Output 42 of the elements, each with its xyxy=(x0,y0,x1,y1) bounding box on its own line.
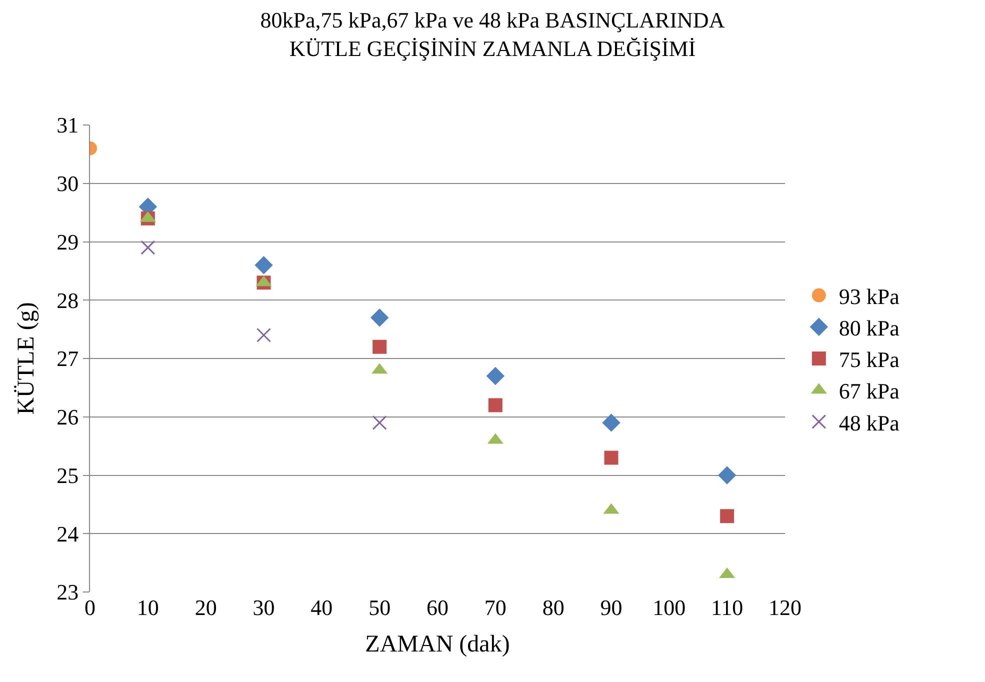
point xyxy=(486,366,505,386)
x-tick-label: 80 xyxy=(542,595,564,620)
x-tick-label: 40 xyxy=(310,595,333,620)
point xyxy=(372,340,387,354)
y-tick-label: 29 xyxy=(56,229,79,254)
y-axis-title: KÜTLE (g) xyxy=(14,302,40,415)
legend-label: 67 kPa xyxy=(838,378,900,404)
point xyxy=(256,328,271,342)
legend-label: 93 kPa xyxy=(838,284,900,309)
legend-label: 80 kPa xyxy=(838,315,900,340)
x-tick-label: 110 xyxy=(710,595,744,620)
y-tick-label: 23 xyxy=(56,580,79,605)
chart-title: 80kPa,75 kPa,67 kPa ve 48 kPa BASINÇLARINDA KÜTLE GEÇİŞİNİN ZAMANLA DEĞİŞİMİ xyxy=(260,7,725,61)
y-tick-label: 26 xyxy=(56,404,79,430)
y-tick-label: 31 xyxy=(56,112,79,138)
y-tick-label: 27 xyxy=(56,346,79,372)
x-tick-label: 90 xyxy=(600,595,622,620)
x-axis-title: ZAMAN (dak) xyxy=(365,631,510,658)
legend-label: 48 kPa xyxy=(838,410,900,436)
point xyxy=(488,398,502,412)
point xyxy=(720,509,734,524)
point xyxy=(140,240,156,255)
y-tick-label: 25 xyxy=(56,462,79,488)
legend-label: 75 kPa xyxy=(838,347,900,372)
y-tick-label: 30 xyxy=(56,171,79,196)
x-tick-label: 20 xyxy=(194,595,217,620)
x-tick-label: 10 xyxy=(136,595,159,620)
point xyxy=(254,256,273,274)
x-tick-label: 30 xyxy=(252,595,275,620)
x-tick-label: 60 xyxy=(426,595,448,620)
x-tick-label: 100 xyxy=(652,595,686,620)
point xyxy=(604,450,618,465)
point xyxy=(602,414,620,432)
y-tick-label: 24 xyxy=(56,521,79,546)
x-tick-label: 70 xyxy=(484,595,506,620)
point xyxy=(718,466,736,484)
point xyxy=(370,308,389,327)
y-tick-label: 28 xyxy=(56,288,79,313)
x-tick-label: 120 xyxy=(768,595,802,620)
x-tick-label: 50 xyxy=(368,595,391,620)
x-tick-label: 0 xyxy=(84,595,96,620)
point xyxy=(372,415,387,430)
